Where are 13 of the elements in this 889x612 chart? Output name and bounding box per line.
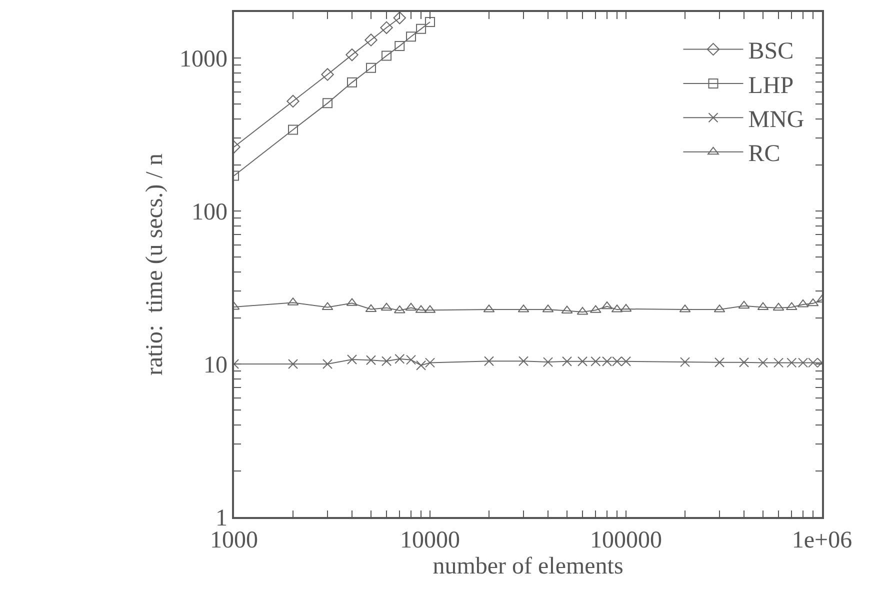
x-tick-label: 1e+06 — [792, 528, 852, 554]
x-tick-label: 10000 — [400, 528, 460, 554]
y-tick-label: 10 — [203, 352, 228, 378]
legend-label: MNG — [748, 107, 804, 134]
legend-label: RC — [748, 141, 780, 168]
y-tick-label: 100 — [191, 199, 228, 226]
x-tick-label: 100000 — [590, 528, 662, 554]
legend-label: LHP — [748, 72, 794, 99]
y-tick-label: 1000 — [179, 46, 228, 72]
y-axis-title: ratio: time (u secs.) / n — [142, 154, 168, 376]
legend-label: BSC — [748, 38, 794, 65]
x-axis-title: number of elements — [432, 554, 624, 580]
y-tick-label: 1 — [215, 505, 228, 532]
